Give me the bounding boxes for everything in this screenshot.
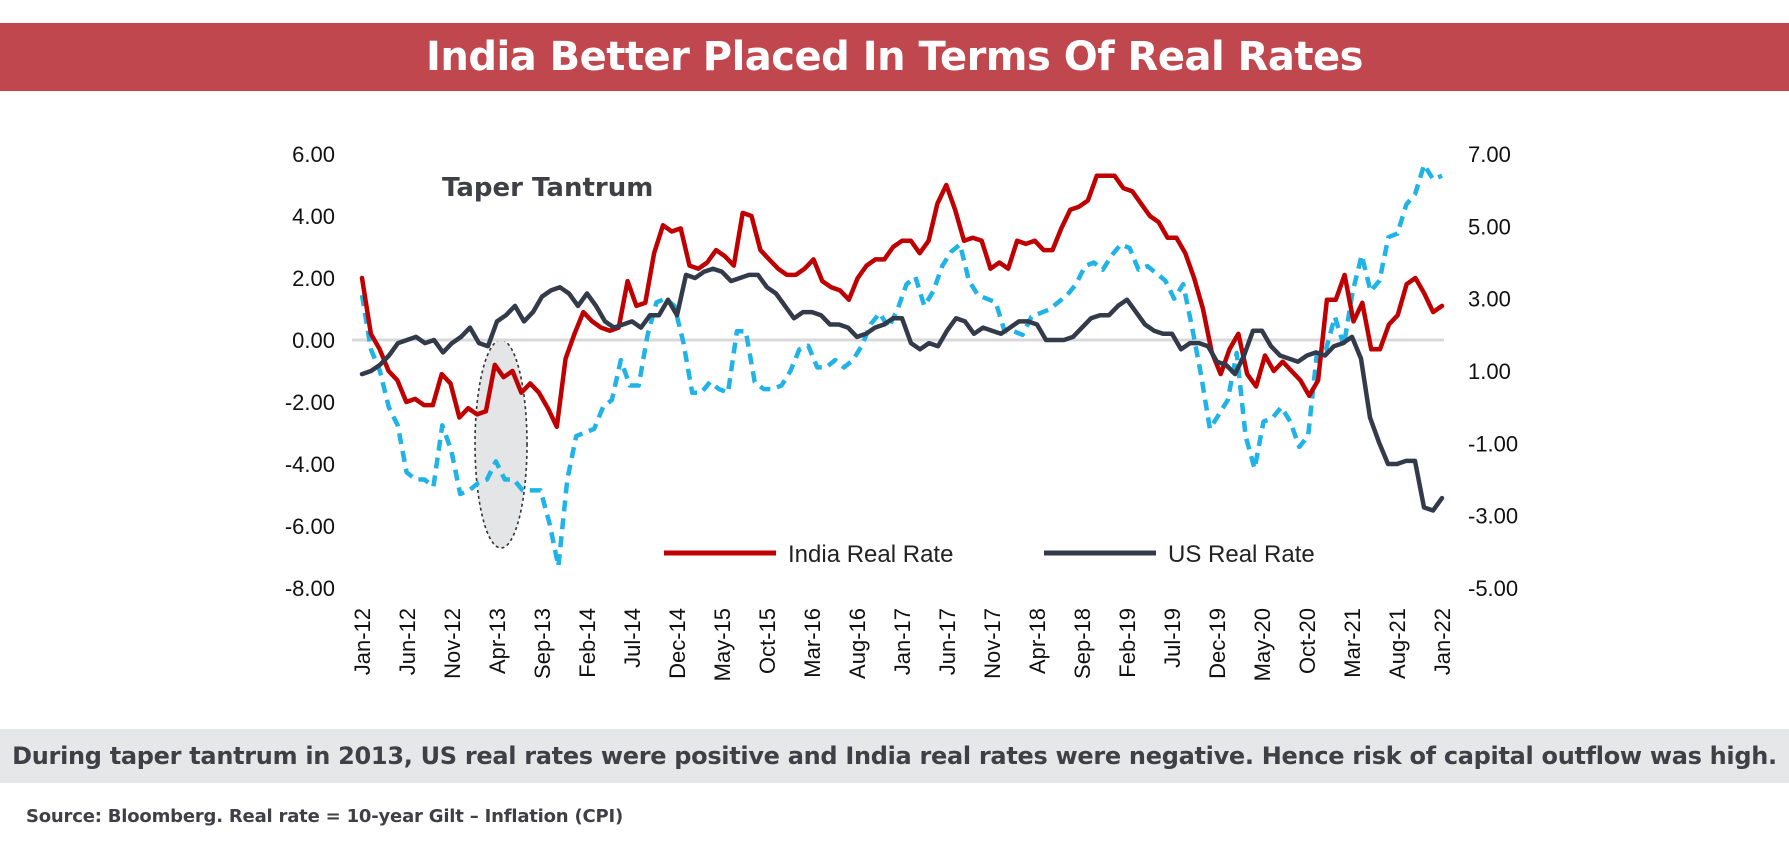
india-real-rate-line bbox=[359, 173, 1445, 430]
x-tick-label: Jan-17 bbox=[890, 608, 915, 675]
left-tick-label: 4.00 bbox=[292, 204, 335, 229]
x-tick-label: May-15 bbox=[710, 608, 735, 681]
left-tick-label: 6.00 bbox=[292, 142, 335, 167]
legend: India Real Rate US Real Rate bbox=[664, 541, 1315, 568]
x-tick-label: Feb-14 bbox=[575, 608, 600, 678]
x-tick-label: Jul-14 bbox=[620, 608, 645, 668]
x-tick-label: Sep-13 bbox=[530, 608, 555, 679]
chart-title: India Better Placed In Terms Of Real Rat… bbox=[426, 34, 1363, 80]
caption-text: During taper tantrum in 2013, US real ra… bbox=[12, 742, 1777, 770]
source-note: Source: Bloomberg. Real rate = 10-year G… bbox=[26, 806, 624, 827]
left-tick-label: -2.00 bbox=[285, 390, 335, 415]
title-banner: India Better Placed In Terms Of Real Rat… bbox=[0, 23, 1789, 91]
x-tick-label: Oct-15 bbox=[755, 608, 780, 674]
left-tick-label: -4.00 bbox=[285, 452, 335, 477]
us-real-rate-line bbox=[359, 266, 1445, 513]
real-rates-chart: Taper Tantrum 6.00 4.00 2.00 0.00 -2.00 -4.00… bbox=[285, 142, 1518, 681]
x-tick-label: Jan-22 bbox=[1430, 608, 1455, 675]
left-axis-ticks: 6.00 4.00 2.00 0.00 -2.00 -4.00 -6.00 -8.00 bbox=[285, 142, 335, 601]
left-tick-label: 0.00 bbox=[292, 328, 335, 353]
x-tick-label: Apr-13 bbox=[485, 608, 510, 674]
x-tick-label: Feb-19 bbox=[1115, 608, 1140, 678]
x-tick-label: Oct-20 bbox=[1295, 608, 1320, 674]
legend-us-label: US Real Rate bbox=[1168, 541, 1315, 568]
left-tick-label: 2.00 bbox=[292, 266, 335, 291]
x-axis-ticks: Jan-12 Jun-12 Nov-12 Apr-13 Sep-13 Feb-14 Jul-… bbox=[350, 608, 1455, 681]
caption-banner: During taper tantrum in 2013, US real ra… bbox=[0, 729, 1789, 783]
right-axis-ticks: 7.00 5.00 3.00 1.00 -1.00 -3.00 -5.00 bbox=[1468, 142, 1518, 601]
x-tick-label: Dec-14 bbox=[665, 608, 690, 679]
x-tick-label: Aug-16 bbox=[845, 608, 870, 679]
x-tick-label: Aug-21 bbox=[1385, 608, 1410, 679]
left-tick-label: -8.00 bbox=[285, 576, 335, 601]
x-tick-label: Jun-12 bbox=[395, 608, 420, 675]
right-tick-label: -5.00 bbox=[1468, 576, 1518, 601]
x-tick-label: May-20 bbox=[1250, 608, 1275, 681]
right-tick-label: -3.00 bbox=[1468, 504, 1518, 529]
x-tick-label: Dec-19 bbox=[1205, 608, 1230, 679]
left-tick-label: -6.00 bbox=[285, 514, 335, 539]
x-tick-label: Apr-18 bbox=[1025, 608, 1050, 674]
x-tick-label: Sep-18 bbox=[1070, 608, 1095, 679]
taper-tantrum-label: Taper Tantrum bbox=[442, 173, 653, 203]
right-tick-label: 3.00 bbox=[1468, 287, 1511, 312]
right-tick-label: 7.00 bbox=[1468, 142, 1511, 167]
x-tick-label: Nov-17 bbox=[980, 608, 1005, 679]
x-tick-label: Jun-17 bbox=[935, 608, 960, 675]
right-tick-label: 1.00 bbox=[1468, 359, 1511, 384]
x-tick-label: Jan-12 bbox=[350, 608, 375, 675]
right-tick-label: -1.00 bbox=[1468, 431, 1518, 456]
x-tick-label: Mar-16 bbox=[800, 608, 825, 678]
x-tick-label: Nov-12 bbox=[440, 608, 465, 679]
x-tick-label: Jul-19 bbox=[1160, 608, 1185, 668]
x-tick-label: Mar-21 bbox=[1340, 608, 1365, 678]
right-tick-label: 5.00 bbox=[1468, 214, 1511, 239]
legend-india-label: India Real Rate bbox=[788, 541, 953, 568]
